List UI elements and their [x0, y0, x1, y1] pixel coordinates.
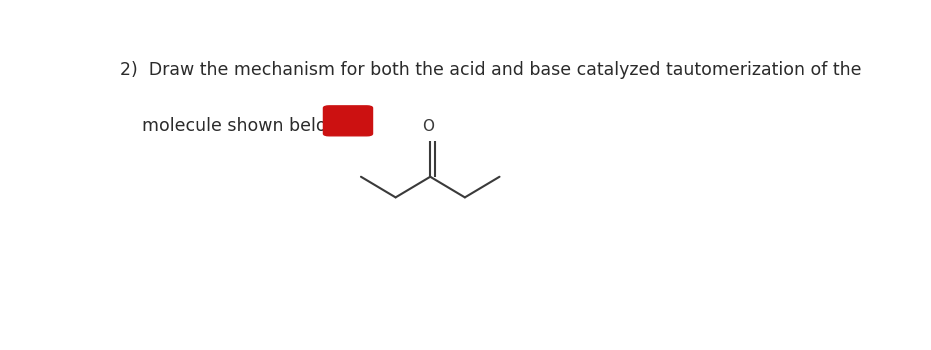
Text: molecule shown below.: molecule shown below.	[120, 118, 344, 135]
FancyBboxPatch shape	[323, 106, 372, 136]
Text: O: O	[422, 119, 434, 134]
Text: 2)  Draw the mechanism for both the acid and base catalyzed tautomerization of t: 2) Draw the mechanism for both the acid …	[120, 61, 861, 79]
